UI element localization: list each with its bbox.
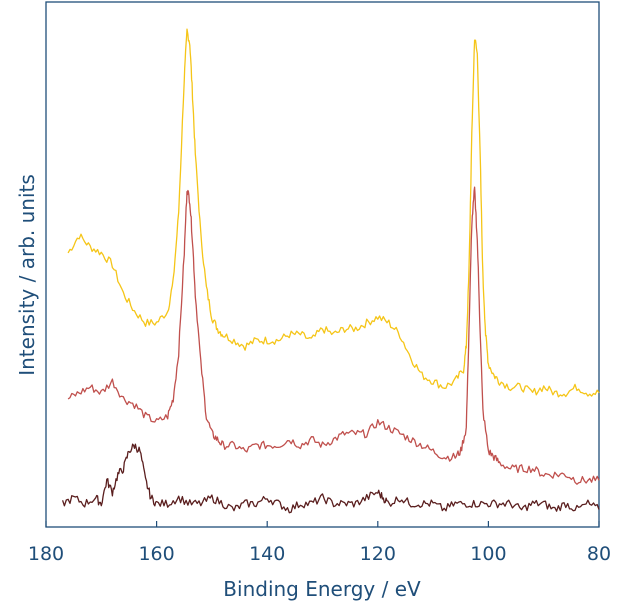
x-tick-label: 160: [138, 543, 174, 565]
x-axis-label: Binding Energy / eV: [223, 577, 421, 601]
x-tick-label: 80: [587, 543, 611, 565]
x-tick-label: 100: [470, 543, 506, 565]
spectrum-line-3: [61, 443, 600, 514]
y-axis-label: Intensity / arb. units: [15, 174, 39, 376]
x-tick-label: 120: [360, 543, 396, 565]
plot-frame: [45, 1, 600, 528]
x-tick-label: 180: [28, 543, 64, 565]
series-layer: [61, 28, 600, 514]
spectrum-line-2: [67, 186, 600, 485]
x-axis-ticks: 180 160 140 120 100 80: [28, 521, 611, 565]
spectrum-line-1: [67, 28, 600, 398]
x-tick-label: 140: [249, 543, 285, 565]
